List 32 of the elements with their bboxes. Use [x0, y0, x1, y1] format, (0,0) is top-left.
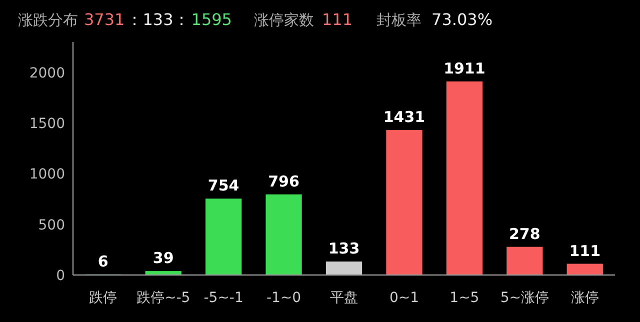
annotation: 1595 [191, 10, 232, 29]
annotation: 3731 [84, 10, 125, 29]
x-tick-label: 0~1 [389, 290, 419, 306]
data-label: 1431 [383, 108, 426, 126]
annotation: ：133： [126, 10, 190, 29]
data-label: 278 [509, 224, 540, 243]
annotation: 111 [322, 10, 353, 29]
annotation: 涨跌分布 [18, 11, 78, 29]
y-tick-label: 1500 [29, 116, 65, 132]
data-label: 796 [268, 172, 300, 190]
data-label: 39 [152, 249, 174, 268]
x-tick-label: 跌停~-5 [136, 290, 190, 306]
y-tick-label: 500 [38, 217, 65, 234]
annotation: 封板率 [376, 11, 422, 29]
annotation: 73.03% [432, 10, 493, 29]
data-label: 6 [98, 252, 108, 270]
y-tick-label: 1000 [29, 166, 65, 183]
y-tick-label: 2000 [29, 65, 65, 82]
plot: 6 39 754 796 133 1431 1911 278 111 0 500 1000 1500 2000 跌停 跌停~-5 -5~-1 -1~0 平盘 0~1 1~5 5~涨停 涨停 [29, 42, 615, 306]
x-tick-label: -1~0 [266, 290, 302, 306]
x-tick-label: 5~涨停 [500, 290, 549, 306]
x-tick-label: 跌停 [89, 290, 118, 306]
x-tick-label: 涨停 [570, 290, 599, 306]
x-tick-label: -5~-1 [204, 290, 244, 306]
annotation: 涨停家数 [254, 11, 314, 29]
data-label: 111 [569, 242, 601, 260]
data-label: 133 [328, 240, 360, 258]
y-tick-label: 0 [56, 268, 65, 284]
data-label: 754 [208, 176, 240, 195]
data-label: 1911 [444, 59, 486, 78]
x-tick-label: 1~5 [450, 290, 480, 306]
x-tick-label: 平盘 [330, 290, 358, 306]
